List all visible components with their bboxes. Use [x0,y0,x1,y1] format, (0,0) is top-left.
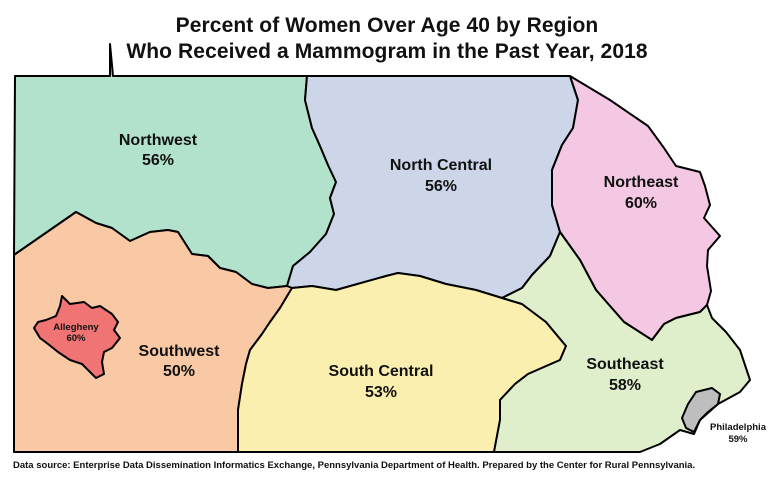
value-northeast: 60% [625,195,657,212]
region-southeast [493,231,751,453]
value-southeast: 58% [609,377,641,394]
value-allegheny: 60% [66,333,86,344]
map-title-line-1: Percent of Women Over Age 40 by Region [175,14,599,37]
label-north-central: North Central [390,157,492,174]
region-philadelphia [681,387,721,433]
label-northwest: Northwest [119,132,198,149]
label-southeast: Southeast [586,356,664,373]
value-north-central: 56% [425,178,457,195]
label-south-central: South Central [329,363,434,380]
region-allegheny [33,295,121,379]
data-source-note: Data source: Enterprise Data Disseminati… [13,460,696,471]
value-northwest: 56% [142,152,174,169]
label-allegheny: Allegheny [53,322,99,333]
label-southwest: Southwest [139,343,221,360]
value-south-central: 53% [365,384,397,401]
label-northeast: Northeast [604,174,679,191]
label-philadelphia: Philadelphia [710,422,767,433]
value-philadelphia: 59% [728,434,748,445]
value-southwest: 50% [163,363,195,380]
map-title-line-2: Who Received a Mammogram in the Past Yea… [126,40,648,63]
